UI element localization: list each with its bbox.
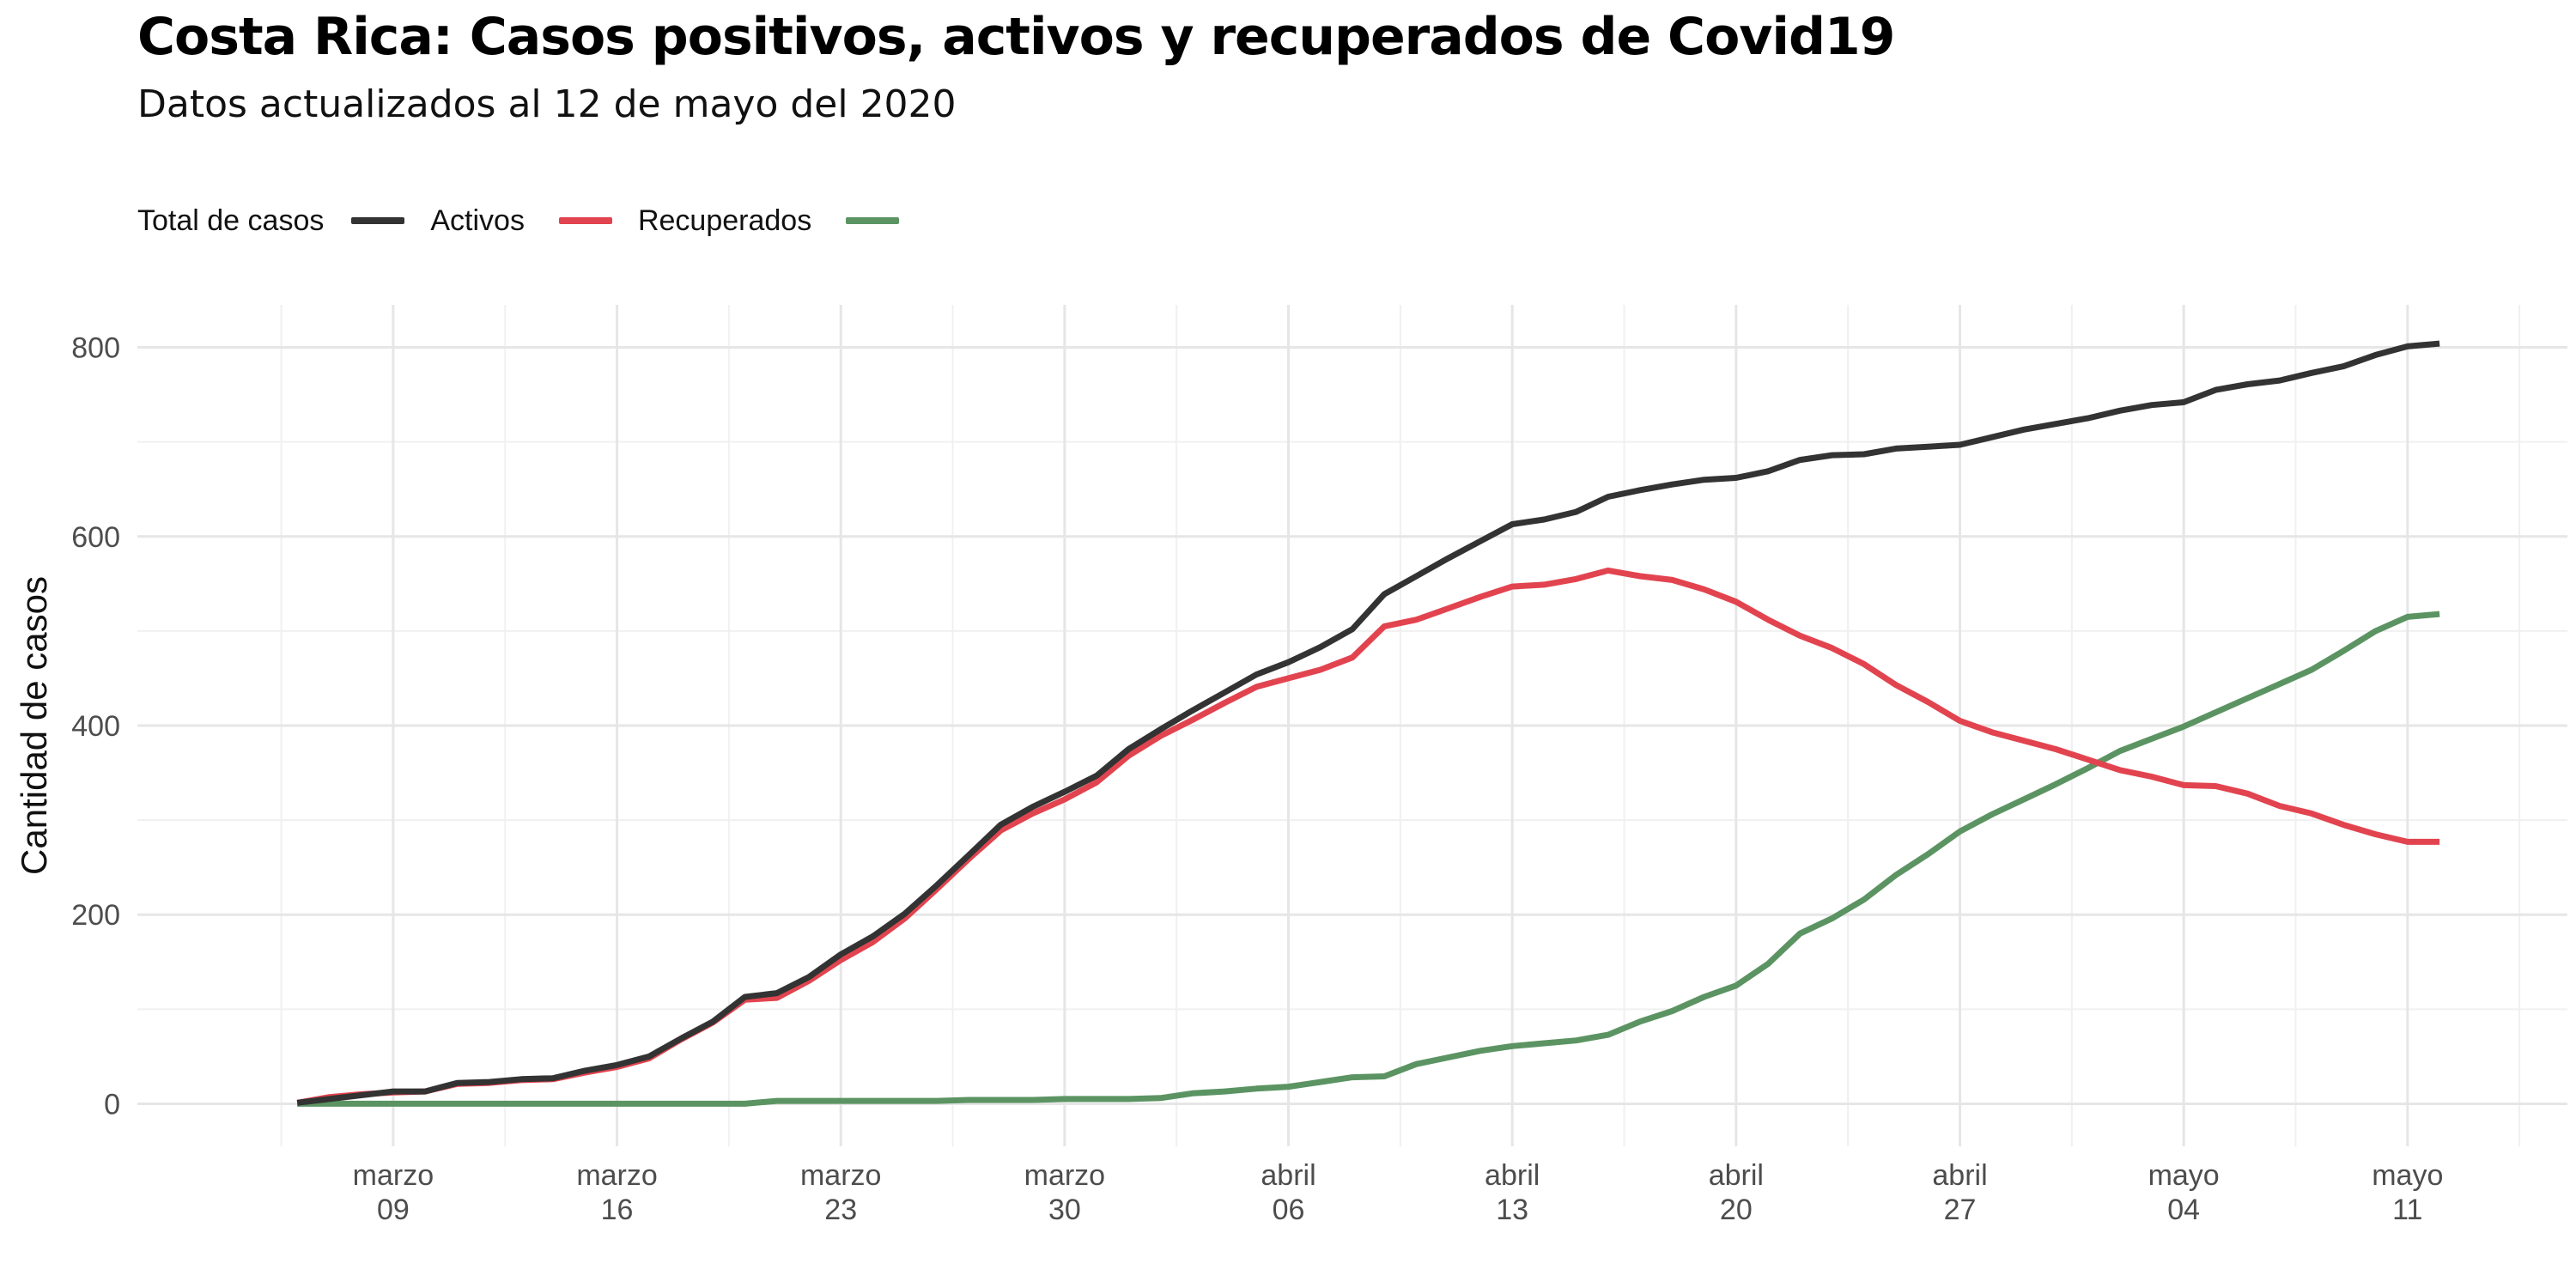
x-tick-label-day: 27: [1944, 1194, 1977, 1226]
y-tick-label: 200: [71, 899, 120, 932]
x-tick-label-day: 06: [1273, 1194, 1305, 1226]
y-tick-label: 400: [71, 710, 120, 743]
x-tick-label-day: 16: [601, 1194, 634, 1226]
series-line-recuperados: [297, 611, 2440, 1107]
x-tick-label-month: mayo: [2148, 1159, 2220, 1192]
series-line-total: [296, 340, 2440, 1106]
x-tick-label-month: marzo: [576, 1159, 657, 1192]
x-tick-label-month: abril: [1932, 1159, 1987, 1192]
x-tick-label-month: marzo: [353, 1159, 434, 1192]
chart-legend: Total de casos Activos Recuperados: [137, 199, 959, 242]
legend-key-recuperados: [846, 217, 900, 224]
series-line-activos: [296, 567, 2440, 1106]
x-tick-label-day: 30: [1048, 1194, 1081, 1226]
legend-label-activos: Activos: [430, 204, 525, 237]
y-tick-label: 800: [71, 332, 120, 365]
y-axis-label: Cantidad de casos: [14, 576, 54, 875]
x-tick-label-day: 20: [1720, 1194, 1753, 1226]
x-tick-label-day: 04: [2167, 1194, 2200, 1226]
x-tick-label-month: mayo: [2372, 1159, 2443, 1192]
legend-title: Total de casos: [137, 204, 325, 237]
legend-key-activos: [558, 217, 612, 224]
chart-title: Costa Rica: Casos positivos, activos y r…: [137, 7, 1895, 67]
x-tick-label-day: 09: [377, 1194, 410, 1226]
y-tick-label: 0: [104, 1088, 120, 1121]
x-tick-label-day: 11: [2392, 1194, 2422, 1226]
x-tick-label-month: abril: [1709, 1159, 1764, 1192]
x-tick-label-month: marzo: [800, 1159, 881, 1192]
chart-subtitle: Datos actualizados al 12 de mayo del 202…: [137, 82, 957, 126]
x-tick-label-month: abril: [1485, 1159, 1540, 1192]
x-tick-label-day: 13: [1496, 1194, 1528, 1226]
legend-item-total: Activos: [351, 204, 525, 238]
legend-key-total: [351, 217, 405, 224]
legend-item-activos: Recuperados: [558, 204, 812, 238]
x-tick-label-month: marzo: [1024, 1159, 1105, 1192]
y-tick-label: 600: [71, 521, 120, 554]
legend-label-recuperados: Recuperados: [637, 204, 812, 237]
x-tick-label-month: abril: [1261, 1159, 1315, 1192]
legend-item-recuperados: [846, 217, 925, 224]
x-tick-label-day: 23: [824, 1194, 857, 1226]
